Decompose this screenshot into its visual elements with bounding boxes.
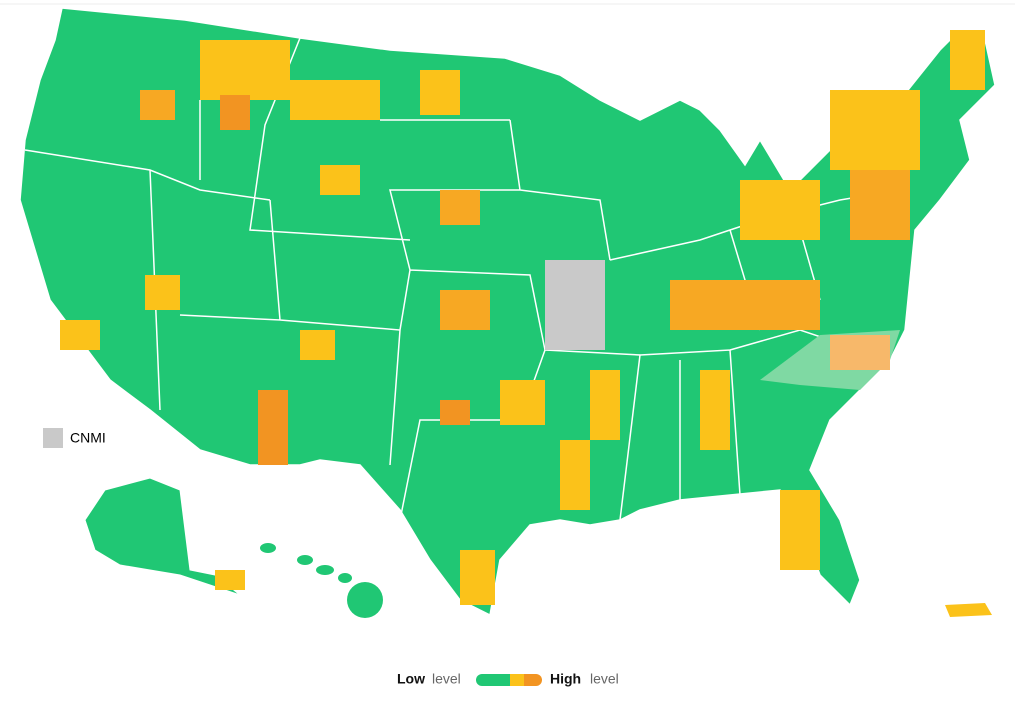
cnmi-label: CNMI	[70, 430, 106, 446]
legend-swatch-high	[524, 674, 532, 686]
legend-high-rest: level	[590, 671, 619, 687]
legend-swatch-mid	[510, 674, 524, 686]
cnmi-swatch	[43, 428, 63, 448]
legend-swatch-low	[492, 674, 512, 686]
legend-high-bold: High	[550, 671, 581, 687]
hawaii	[260, 543, 383, 618]
legend-low-rest: level	[432, 671, 461, 687]
legend: Low level High level	[397, 671, 619, 687]
puerto-rico	[945, 603, 992, 617]
high-level-areas	[60, 30, 985, 605]
alaska	[84, 477, 241, 596]
alaska-high	[215, 570, 245, 590]
us-map	[19, 7, 996, 618]
legend-low-bold: Low	[397, 671, 425, 687]
